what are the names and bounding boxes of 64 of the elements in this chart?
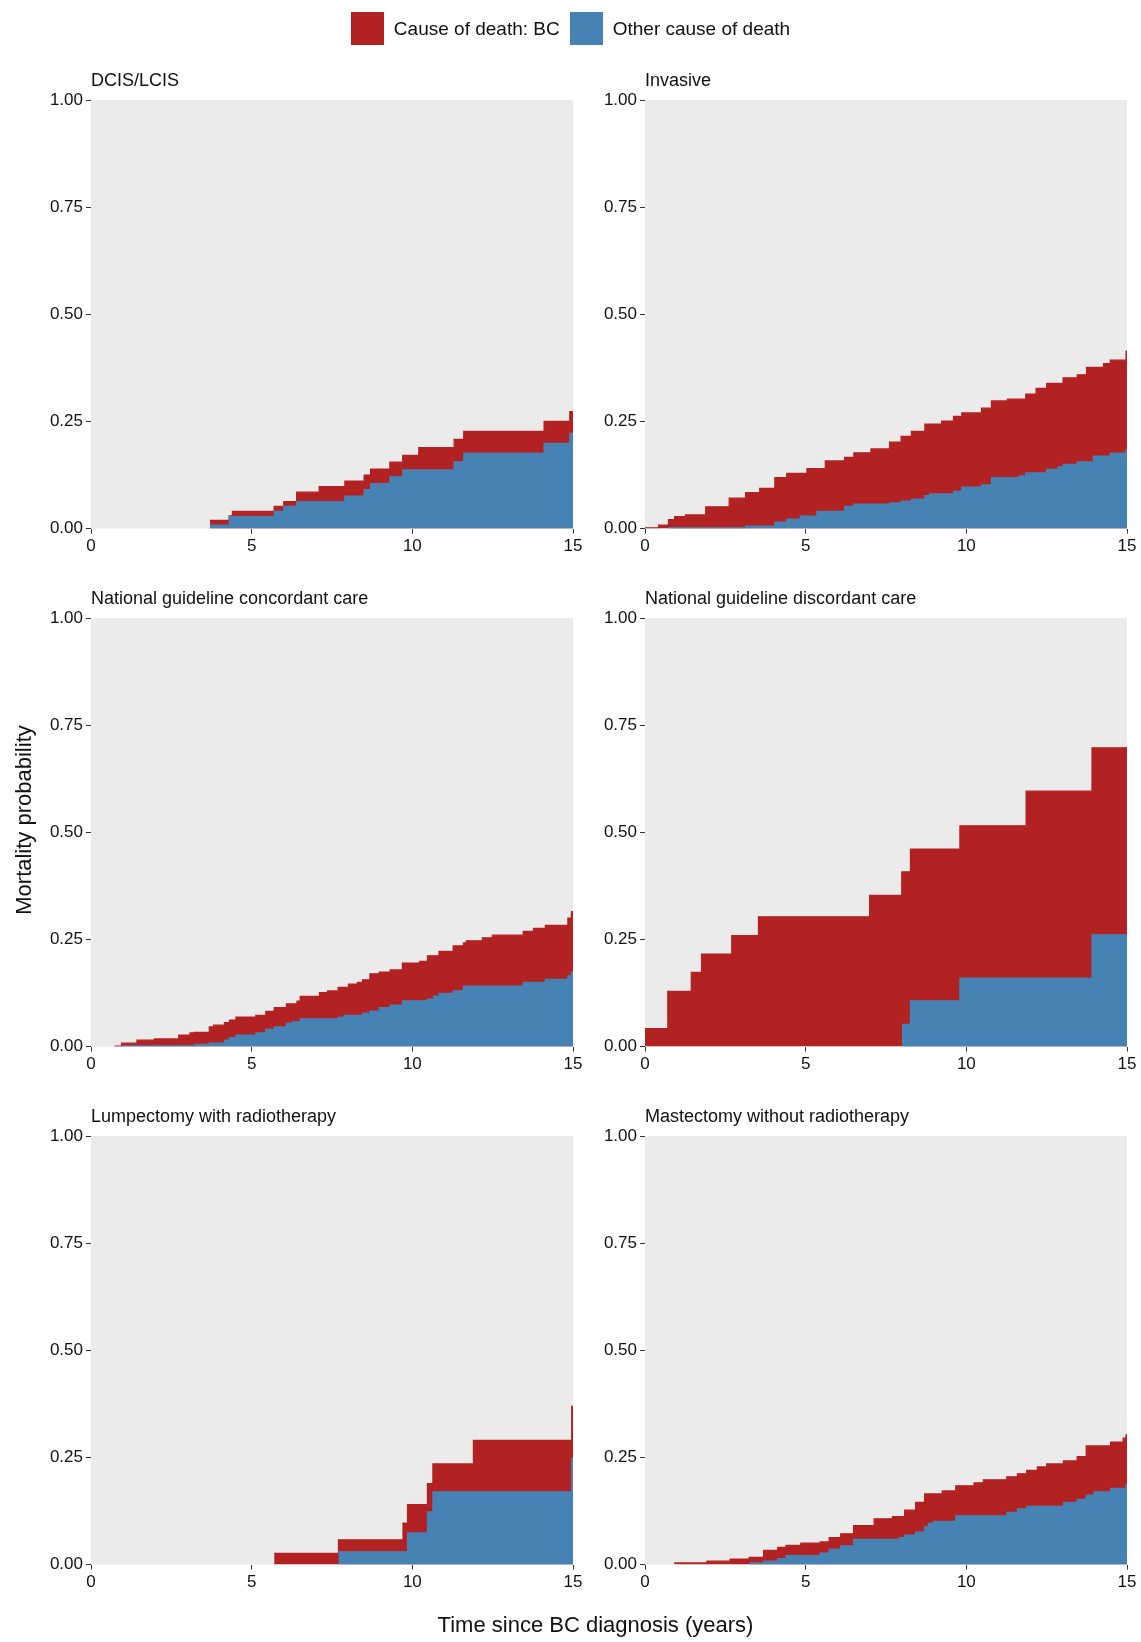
x-tick-label: 5: [246, 536, 257, 556]
x-tick-label: 10: [402, 536, 422, 556]
y-tick-label: 0.25: [603, 929, 637, 949]
x-tick-label: 15: [1117, 1054, 1137, 1074]
x-tick-label: 15: [1117, 536, 1137, 556]
x-tick-label: 15: [563, 1572, 583, 1592]
y-tick-label: 1.00: [603, 89, 637, 109]
x-tick-label: 0: [86, 536, 96, 556]
chart-title: Mastectomy without radiotherapy: [645, 1105, 910, 1126]
x-tick-label: 5: [800, 1054, 811, 1074]
y-tick-label: 0.50: [49, 303, 83, 323]
y-tick-label: 0.00: [603, 1554, 637, 1574]
y-tick-label: 0.75: [603, 714, 637, 734]
y-tick-label: 1.00: [49, 607, 83, 627]
chart-title: Lumpectomy with radiotherapy: [91, 1105, 337, 1126]
y-tick-label: 0.50: [49, 1339, 83, 1359]
y-tick-label: 0.00: [49, 1036, 83, 1056]
x-tick-label: 0: [640, 1054, 650, 1074]
x-tick-label: 10: [956, 536, 976, 556]
y-tick-label: 0.50: [49, 821, 83, 841]
y-tick-label: 0.25: [49, 1447, 83, 1467]
x-tick-label: 10: [956, 1054, 976, 1074]
y-tick-label: 0.75: [49, 196, 83, 216]
x-tick-label: 15: [1117, 1572, 1137, 1592]
x-tick-label: 0: [86, 1572, 96, 1592]
x-tick-label: 10: [402, 1054, 422, 1074]
y-tick-label: 0.25: [603, 411, 637, 431]
y-axis-title: Mortality probability: [10, 725, 37, 915]
x-axis-title: Time since BC diagnosis (years): [436, 1612, 755, 1638]
y-tick-label: 0.50: [603, 303, 637, 323]
x-tick-label: 10: [956, 1572, 976, 1592]
y-tick-label: 0.00: [603, 1036, 637, 1056]
chart-title: National guideline discordant care: [645, 587, 917, 608]
x-tick-label: 0: [640, 1572, 650, 1592]
y-tick-label: 0.50: [603, 821, 637, 841]
y-tick-label: 1.00: [49, 89, 83, 109]
y-tick-label: 0.00: [49, 518, 83, 538]
y-tick-label: 0.25: [49, 929, 83, 949]
y-tick-label: 1.00: [603, 1125, 637, 1145]
chart-title: DCIS/LCIS: [91, 69, 180, 90]
x-tick-label: 0: [640, 536, 650, 556]
x-tick-label: 5: [246, 1054, 257, 1074]
x-tick-label: 5: [800, 1572, 811, 1592]
legend-label: Other cause of death: [612, 17, 791, 40]
legend-label: Cause of death: BC: [393, 17, 560, 40]
chart-title: Invasive: [645, 69, 712, 90]
y-tick-label: 1.00: [49, 1125, 83, 1145]
y-tick-label: 1.00: [603, 607, 637, 627]
x-tick-label: 5: [800, 536, 811, 556]
x-tick-label: 15: [563, 536, 583, 556]
y-tick-label: 0.25: [603, 1447, 637, 1467]
y-tick-label: 0.75: [603, 1232, 637, 1252]
y-tick-label: 0.50: [603, 1339, 637, 1359]
y-tick-label: 0.75: [49, 714, 83, 734]
x-tick-label: 15: [563, 1054, 583, 1074]
y-tick-label: 0.75: [603, 196, 637, 216]
y-tick-label: 0.00: [603, 518, 637, 538]
chart-title: National guideline concordant care: [91, 587, 369, 608]
y-tick-label: 0.25: [49, 411, 83, 431]
x-tick-label: 0: [86, 1054, 96, 1074]
x-tick-label: 10: [402, 1572, 422, 1592]
y-tick-label: 0.75: [49, 1232, 83, 1252]
y-tick-label: 0.00: [49, 1554, 83, 1574]
x-tick-label: 5: [246, 1572, 257, 1592]
